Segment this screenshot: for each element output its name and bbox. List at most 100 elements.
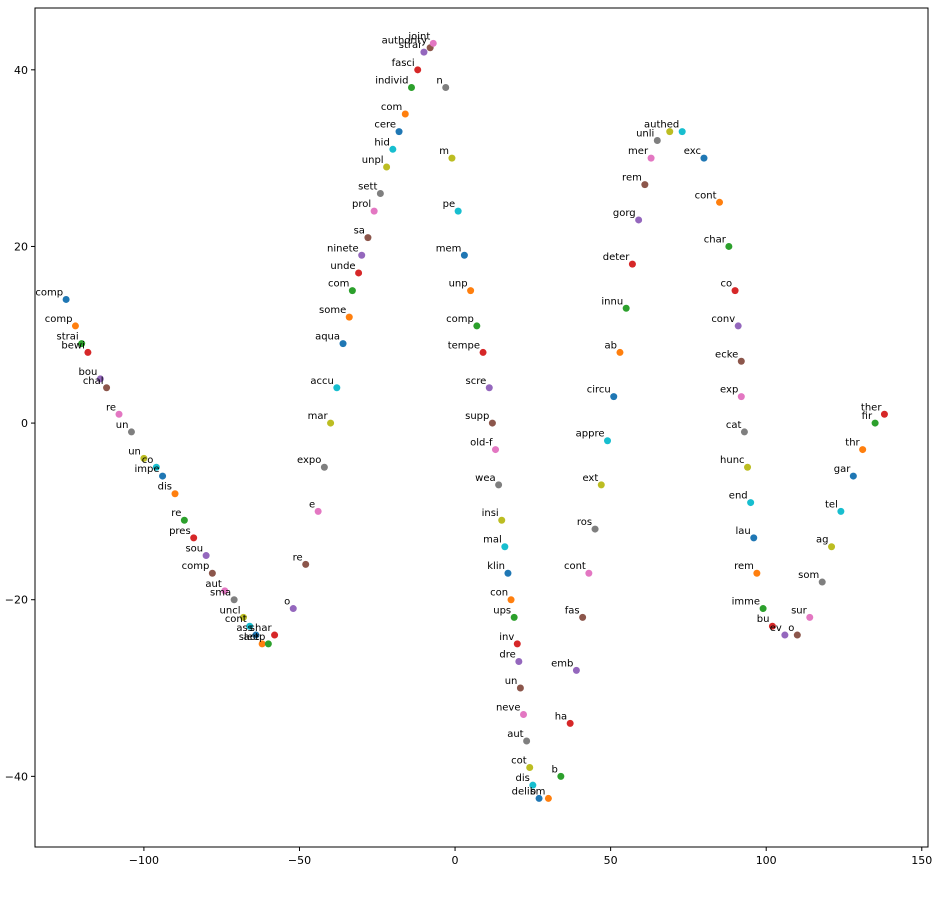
data-label: innu bbox=[601, 296, 623, 307]
data-label: some bbox=[319, 305, 346, 316]
data-label: com bbox=[328, 279, 349, 290]
data-point bbox=[818, 578, 826, 586]
data-label: gorg bbox=[613, 208, 636, 219]
data-point bbox=[389, 145, 397, 153]
data-label: gar bbox=[834, 464, 851, 475]
data-label: un bbox=[116, 420, 129, 431]
data-label: re bbox=[171, 508, 181, 519]
data-label: imme bbox=[732, 597, 760, 608]
data-point bbox=[264, 640, 272, 648]
data-point bbox=[516, 684, 524, 692]
data-label: deter bbox=[603, 252, 631, 263]
data-point bbox=[171, 490, 179, 498]
data-label: ha bbox=[555, 711, 567, 722]
data-point bbox=[616, 348, 624, 356]
data-label: cat bbox=[726, 420, 742, 431]
data-label: sleep bbox=[239, 632, 266, 643]
data-point bbox=[880, 410, 888, 418]
data-point bbox=[221, 587, 229, 595]
data-point bbox=[737, 357, 745, 365]
data-label: cont bbox=[695, 190, 717, 201]
data-point bbox=[202, 552, 210, 560]
data-point bbox=[828, 543, 836, 551]
data-point bbox=[115, 410, 123, 418]
data-label: expo bbox=[297, 455, 321, 466]
data-label: bou bbox=[79, 367, 98, 378]
data-point bbox=[246, 622, 254, 630]
data-label: sm bbox=[530, 786, 545, 797]
data-point bbox=[849, 472, 857, 480]
data-label: auth bbox=[644, 120, 667, 131]
y-tick-label: −40 bbox=[5, 770, 28, 783]
data-point bbox=[180, 516, 188, 524]
data-point bbox=[635, 216, 643, 224]
data-label: accu bbox=[310, 376, 333, 387]
data-label: o bbox=[284, 597, 290, 608]
data-label: klin bbox=[487, 561, 505, 572]
data-point bbox=[585, 569, 593, 577]
data-point bbox=[523, 737, 531, 745]
data-point bbox=[737, 393, 745, 401]
data-point bbox=[725, 242, 733, 250]
data-label: emb bbox=[551, 658, 573, 669]
data-point bbox=[252, 631, 260, 639]
x-tick-label: −50 bbox=[288, 854, 311, 867]
data-label: cot bbox=[511, 756, 527, 767]
data-point bbox=[358, 251, 366, 259]
data-point bbox=[529, 781, 537, 789]
data-point bbox=[152, 463, 160, 471]
data-point bbox=[401, 110, 409, 118]
data-point bbox=[572, 666, 580, 674]
x-tick-label: 150 bbox=[911, 854, 932, 867]
data-label: ab bbox=[604, 340, 616, 351]
data-point bbox=[339, 340, 347, 348]
data-point bbox=[345, 313, 353, 321]
data-point bbox=[442, 83, 450, 91]
data-label: ev bbox=[770, 623, 782, 634]
data-point bbox=[140, 454, 148, 462]
data-point bbox=[454, 207, 462, 215]
data-point bbox=[230, 596, 238, 604]
data-point bbox=[498, 516, 506, 524]
data-label: re bbox=[293, 552, 303, 563]
data-point bbox=[747, 499, 755, 507]
data-point bbox=[591, 525, 599, 533]
data-point bbox=[479, 348, 487, 356]
data-label: cont bbox=[225, 614, 247, 625]
data-label: bu bbox=[757, 614, 770, 625]
data-label: ther bbox=[861, 402, 882, 413]
data-point bbox=[781, 631, 789, 639]
data-label: individ bbox=[375, 75, 408, 86]
x-tick-label: 50 bbox=[604, 854, 618, 867]
data-label: appre bbox=[576, 429, 605, 440]
y-tick-label: 0 bbox=[21, 417, 28, 430]
data-point bbox=[871, 419, 879, 427]
data-point bbox=[579, 613, 587, 621]
x-tick-label: 100 bbox=[756, 854, 777, 867]
data-label: fir bbox=[862, 411, 873, 422]
data-point bbox=[597, 481, 605, 489]
data-point bbox=[71, 322, 79, 330]
data-label: unp bbox=[449, 279, 468, 290]
data-label: unli bbox=[636, 128, 654, 139]
data-point bbox=[258, 640, 266, 648]
data-point bbox=[653, 136, 661, 144]
data-point bbox=[501, 543, 509, 551]
data-label: com bbox=[381, 102, 402, 113]
data-point bbox=[859, 446, 867, 454]
data-label: un bbox=[128, 446, 141, 457]
data-point bbox=[370, 207, 378, 215]
data-point bbox=[414, 66, 422, 74]
data-label: dis bbox=[158, 482, 172, 493]
data-point bbox=[271, 631, 279, 639]
data-label: tempe bbox=[448, 340, 480, 351]
data-label: b bbox=[551, 764, 557, 775]
data-label: lau bbox=[736, 526, 751, 537]
data-point bbox=[473, 322, 481, 330]
data-point bbox=[610, 393, 618, 401]
data-label: wea bbox=[475, 473, 495, 484]
data-point bbox=[84, 348, 92, 356]
data-label: ed bbox=[667, 120, 680, 131]
data-point bbox=[647, 154, 655, 162]
data-label: end bbox=[729, 491, 748, 502]
